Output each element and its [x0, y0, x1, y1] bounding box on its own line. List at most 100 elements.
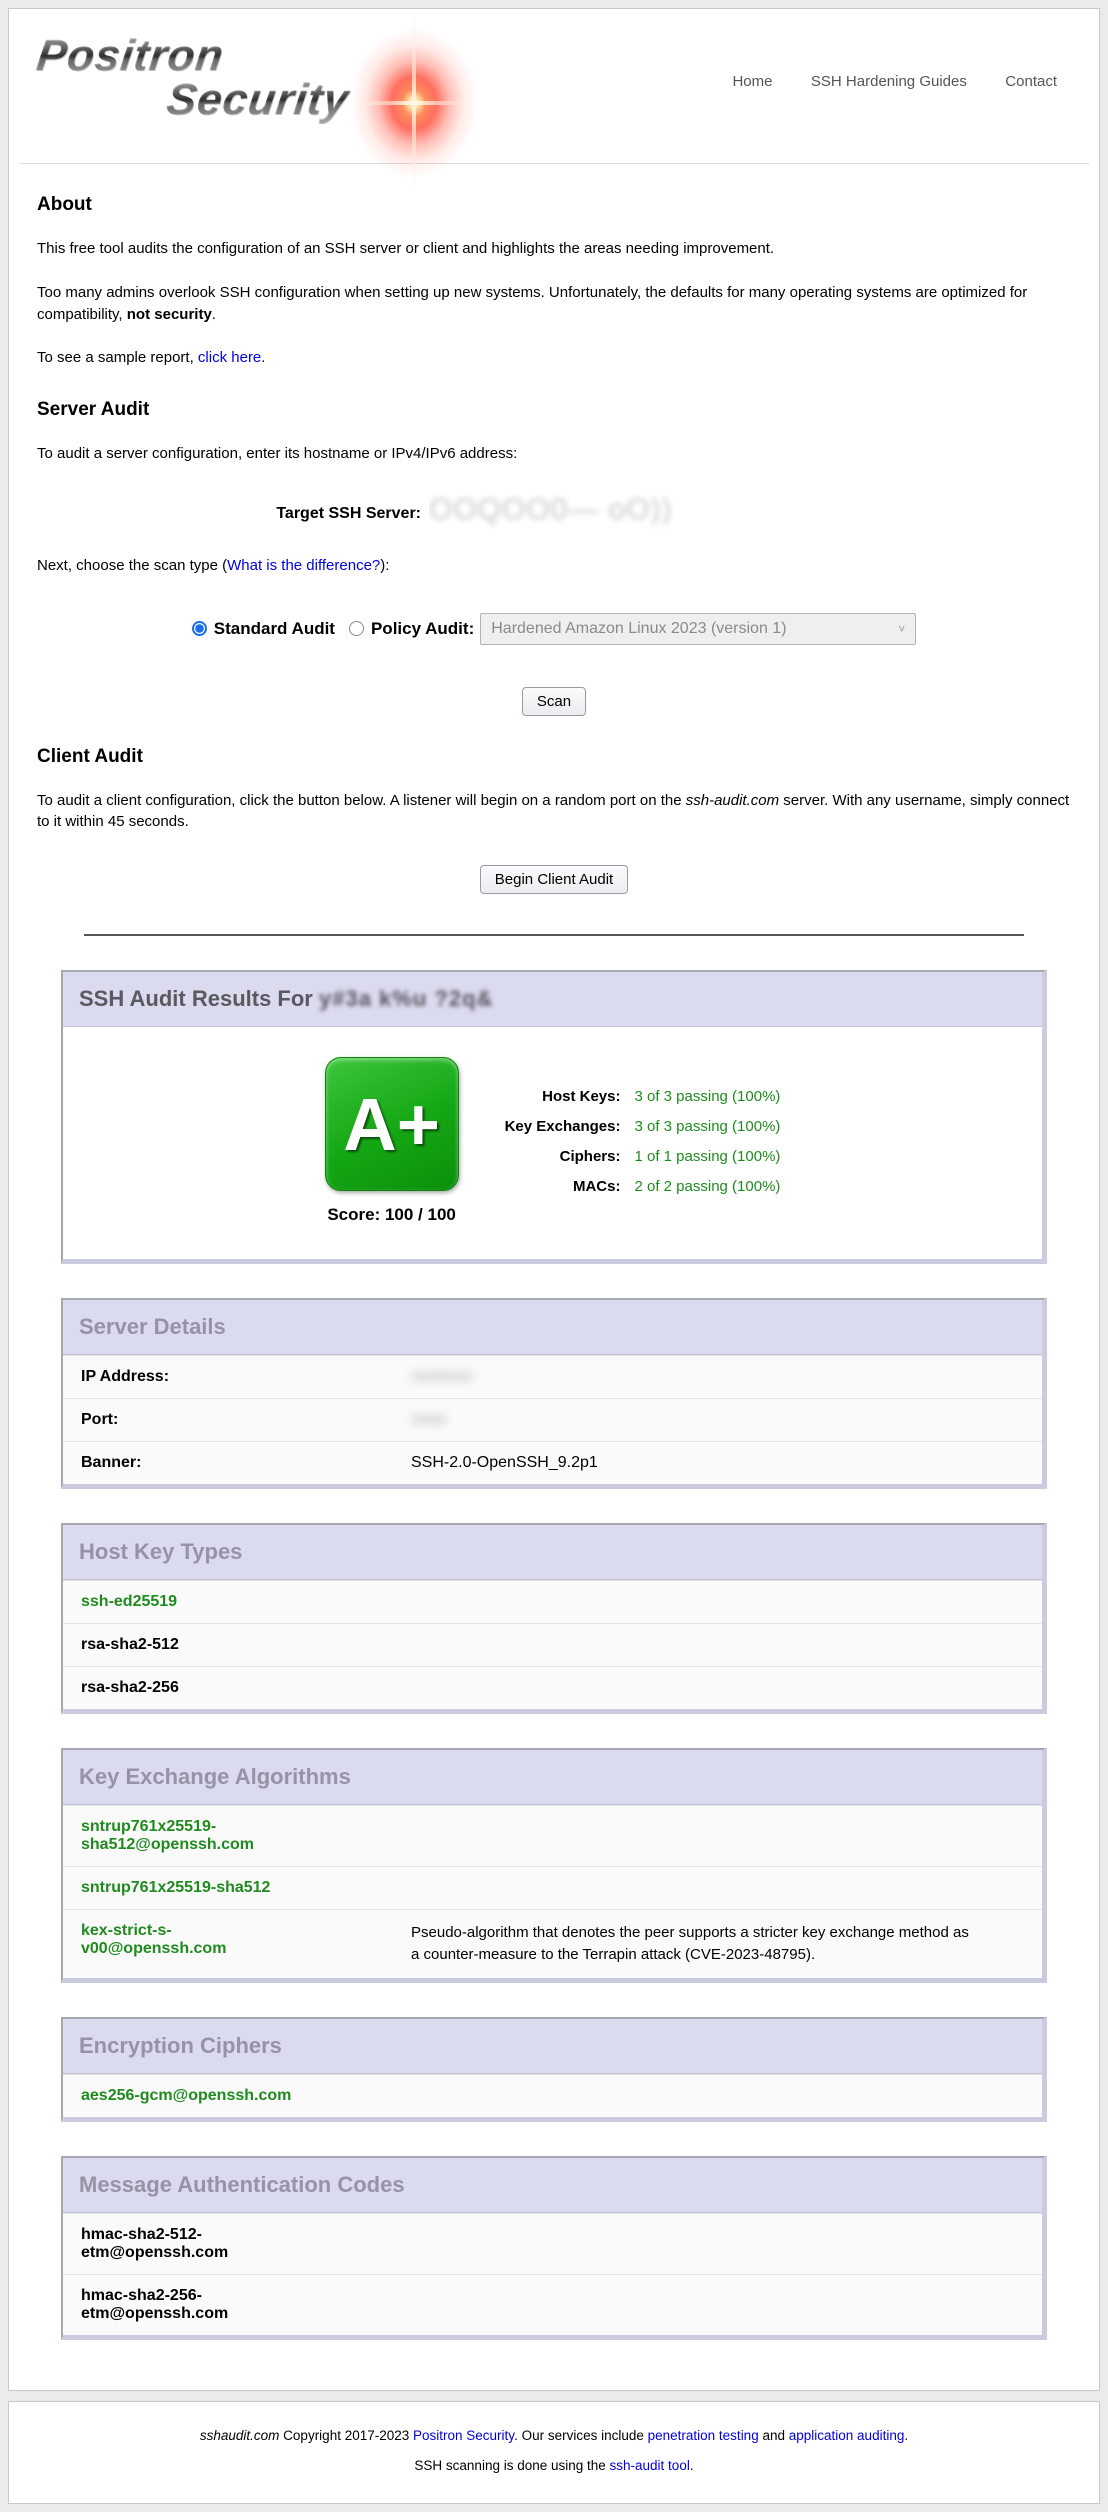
about-paragraph-1: This free tool audits the configuration … — [37, 238, 1071, 260]
header-divider — [19, 163, 1089, 164]
server-details-panel: Server Details IP Address: ●●●●●●● Port:… — [61, 1298, 1047, 1489]
results-panel-title: SSH Audit Results For y#3a k%u ?2q& — [63, 972, 1042, 1027]
list-item: aes256-gcm@openssh.com — [63, 2073, 1042, 2117]
about-paragraph-3: To see a sample report, click here. — [37, 347, 1071, 369]
target-server-row: Target SSH Server: OOQOO0— ­oO)) — [37, 494, 1071, 533]
table-row: Port: ●●●● — [63, 1398, 1042, 1441]
ssh-audit-tool-link[interactable]: ssh-audit tool — [609, 2457, 690, 2473]
kex-name: sntrup761x25519-sha512@openssh.com — [81, 1818, 411, 1854]
host-key-types-panel: Host Key Types ssh-ed25519 rsa-sha2-512 … — [61, 1523, 1047, 1714]
policy-select[interactable]: Hardened Amazon Linux 2023 (version 1) ˅ — [480, 612, 917, 645]
grade-letter: A+ — [343, 1082, 440, 1166]
footer-line-1: sshaudit.com Copyright 2017-2023 Positro… — [9, 2428, 1099, 2443]
list-item: sntrup761x25519-sha512@openssh.com — [63, 1805, 1042, 1866]
stat-value: 3 of 3 passing (100%) — [634, 1087, 781, 1105]
scan-type-text-end: ): — [380, 556, 390, 574]
target-server-input[interactable]: OOQOO0— ­oO)) — [429, 494, 829, 533]
list-item: sntrup761x25519-sha512 — [63, 1866, 1042, 1909]
host-key-types-title: Host Key Types — [63, 1525, 1042, 1580]
about-p3-period: . — [261, 349, 266, 367]
scan-button-row: Scan — [37, 686, 1071, 716]
list-item: rsa-sha2-512 — [63, 1623, 1042, 1666]
client-audit-sitename: ssh-audit.com — [685, 791, 780, 809]
footer-text: . — [904, 2427, 909, 2443]
kex-note: Pseudo-algorithm that denotes the peer s… — [411, 1924, 969, 1963]
mac-name-text: hmac-sha2-256-etm@openssh.com — [81, 2286, 229, 2322]
about-p2-text: Too many admins overlook SSH configurati… — [37, 283, 1028, 323]
scan-difference-link[interactable]: What is the difference? — [227, 556, 381, 574]
stat-value: 1 of 1 passing (100%) — [634, 1147, 781, 1165]
scan-button[interactable]: Scan — [521, 686, 587, 716]
kex-name: sntrup761x25519-sha512 — [81, 1879, 411, 1897]
banner-label: Banner: — [81, 1454, 142, 1471]
site-footer: sshaudit.com Copyright 2017-2023 Positro… — [8, 2400, 1100, 2504]
standard-audit-radio[interactable] — [191, 621, 207, 636]
footer-text: . Our services include — [514, 2427, 648, 2443]
main-nav: Home SSH Hardening Guides Contact — [698, 73, 1057, 91]
application-auditing-link[interactable]: application auditing — [788, 2427, 905, 2443]
list-item: hmac-sha2-256-etm@openssh.com — [63, 2273, 1042, 2335]
scan-type-line: Next, choose the scan type (What is the … — [37, 555, 1071, 577]
server-audit-intro: To audit a server configuration, enter i… — [37, 445, 518, 462]
client-audit-text: To audit a client configuration, click t… — [37, 791, 686, 809]
stat-label: Ciphers: — [559, 1147, 621, 1165]
nav-ssh-hardening-guides-link[interactable]: SSH Hardening Guides — [810, 73, 967, 90]
results-title-text: SSH Audit Results For — [79, 986, 313, 1011]
standard-audit-label: Standard Audit — [213, 618, 335, 638]
mac-name: hmac-sha2-512-etm@openssh.com — [81, 2226, 411, 2262]
ssh-audit-results-panel: SSH Audit Results For y#3a k%u ?2q& A+ S… — [61, 970, 1047, 1264]
mac-name: hmac-sha2-256-etm@openssh.com — [81, 2287, 411, 2323]
grade-column: A+ Score: 100 / 100 — [324, 1057, 459, 1225]
score-text: Score: 100 / 100 — [327, 1205, 456, 1224]
results-redacted-hostname: y#3a k%u ?2q& — [319, 986, 494, 1011]
ip-address-label: IP Address: — [81, 1368, 170, 1385]
host-key-name-text: rsa-sha2-512 — [81, 1636, 179, 1653]
stat-value: 2 of 2 passing (100%) — [634, 1177, 781, 1195]
encryption-ciphers-panel: Encryption Ciphers aes256-gcm@openssh.co… — [61, 2016, 1047, 2122]
list-item: hmac-sha2-512-etm@openssh.com — [63, 2212, 1042, 2274]
server-details-title: Server Details — [63, 1300, 1042, 1355]
encryption-ciphers-title: Encryption Ciphers — [63, 2018, 1042, 2074]
about-heading: About — [37, 194, 92, 215]
results-stats: Host Keys: 3 of 3 passing (100%) Key Exc… — [505, 1057, 781, 1225]
results-divider — [84, 934, 1024, 936]
begin-client-audit-button[interactable]: Begin Client Audit — [479, 865, 629, 894]
port-label: Port: — [81, 1411, 119, 1428]
about-p1-text: This free tool audits the configuration … — [37, 240, 775, 257]
client-audit-heading: Client Audit — [37, 745, 143, 767]
server-audit-heading: Server Audit — [37, 399, 150, 420]
macs-panel: Message Authentication Codes hmac-sha2-5… — [61, 2155, 1047, 2340]
stat-value: 3 of 3 passing (100%) — [634, 1117, 781, 1135]
key-exchange-title: Key Exchange Algorithms — [63, 1750, 1042, 1805]
begin-client-audit-row: Begin Client Audit — [37, 865, 1071, 894]
positron-security-link[interactable]: Positron Security — [413, 2427, 515, 2443]
stat-label: Key Exchanges: — [504, 1117, 621, 1135]
table-row: Banner: SSH-2.0-OpenSSH_9.2p1 — [63, 1441, 1042, 1484]
nav-home-link[interactable]: Home — [732, 73, 773, 90]
cipher-name-text: aes256-gcm@openssh.com — [81, 2086, 292, 2104]
penetration-testing-link[interactable]: penetration testing — [647, 2427, 759, 2443]
macs-title: Message Authentication Codes — [63, 2157, 1042, 2213]
host-key-name: rsa-sha2-256 — [81, 1679, 411, 1697]
kex-name-text: sntrup761x25519-sha512@openssh.com — [81, 1818, 254, 1853]
footer-line-2: SSH scanning is done using the ssh-audit… — [9, 2458, 1099, 2473]
starburst-icon — [328, 3, 499, 203]
nav-contact-link[interactable]: Contact — [1005, 73, 1057, 90]
host-key-name-text: ssh-ed25519 — [81, 1593, 178, 1610]
sample-report-link[interactable]: click here — [197, 349, 262, 367]
footer-sitename: sshaudit.com — [199, 2427, 280, 2443]
grade-badge: A+ — [324, 1057, 459, 1191]
footer-text: Copyright 2017-2023 — [279, 2427, 414, 2443]
about-p2-bold: not security — [126, 305, 212, 323]
host-key-name: rsa-sha2-512 — [81, 1636, 411, 1654]
positron-security-logo[interactable]: Positron Security — [34, 3, 499, 203]
chevron-down-icon: ˅ — [898, 621, 906, 636]
ip-address-redacted-value: ●●●●●●● — [411, 1368, 473, 1385]
scan-type-options-row: Standard Audit Policy Audit: Hardened Am… — [37, 612, 1071, 645]
policy-audit-radio[interactable] — [348, 621, 364, 636]
scan-type-text: Next, choose the scan type ( — [37, 556, 228, 574]
target-server-redacted-value: OOQOO0— ­oO)) — [429, 494, 673, 526]
mac-name-text: hmac-sha2-512-etm@openssh.com — [81, 2225, 229, 2261]
about-paragraph-2: Too many admins overlook SSH configurati… — [37, 282, 1071, 326]
table-row: IP Address: ●●●●●●● — [63, 1355, 1042, 1398]
